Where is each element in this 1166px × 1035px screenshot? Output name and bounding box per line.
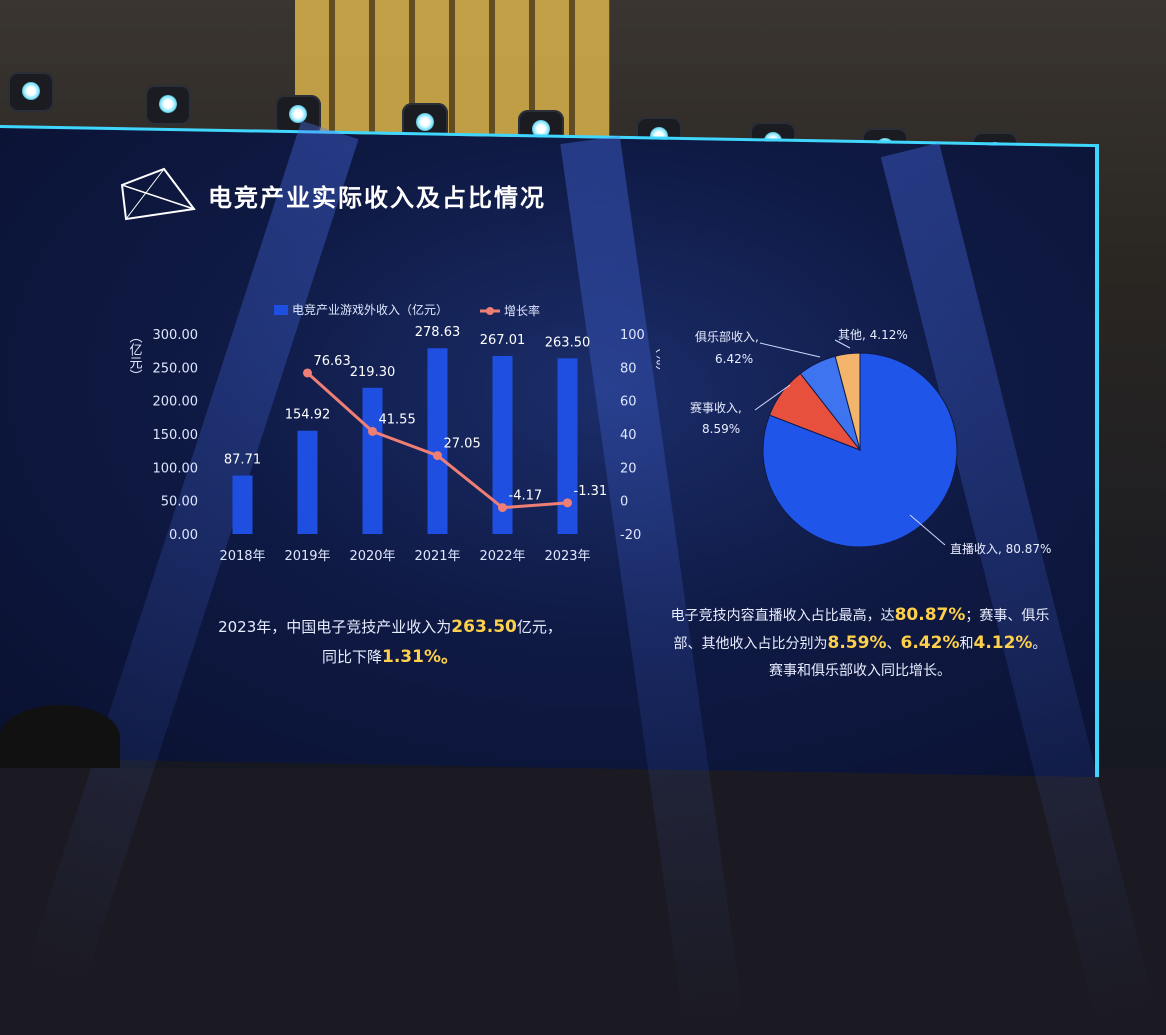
y2-tick-label: 0 bbox=[620, 495, 628, 510]
bar-value-label: 219.30 bbox=[350, 365, 396, 380]
growth-rate-point bbox=[498, 503, 507, 513]
bar bbox=[492, 355, 513, 534]
y-axis-label: （亿元） bbox=[127, 330, 143, 382]
caption-text: 同比下降 bbox=[322, 648, 383, 666]
y-tick-label: 0.00 bbox=[169, 528, 198, 543]
growth-rate-label: -4.17 bbox=[509, 489, 543, 504]
caption-text: 赛事和俱乐部收入同比增长。 bbox=[769, 663, 951, 679]
caption-text: 、 bbox=[886, 636, 901, 652]
bar bbox=[362, 387, 383, 534]
bar-value-label: 278.63 bbox=[415, 325, 461, 340]
caption-highlight: 6.42% bbox=[900, 633, 960, 653]
bar-value-label: 87.71 bbox=[224, 453, 261, 468]
pie-label-event-name: 赛事收入, bbox=[690, 400, 742, 415]
caption-text: 电子竞技内容直播收入占比最高，达 bbox=[670, 608, 895, 624]
y-tick-label: 150.00 bbox=[153, 428, 199, 443]
bar-value-label: 267.01 bbox=[480, 333, 526, 348]
leader-line-event bbox=[754, 384, 791, 411]
x-tick-label: 2020年 bbox=[349, 549, 395, 564]
leader-line-club bbox=[759, 342, 821, 358]
left-caption: 2023年，中国电子竞技产业收入为263.50亿元， 同比下降1.31%。 bbox=[180, 612, 600, 672]
caption-highlight: 1.31%。 bbox=[382, 647, 458, 667]
stage-light bbox=[8, 72, 54, 112]
caption-text: 。 bbox=[1032, 636, 1047, 652]
bar bbox=[557, 358, 578, 534]
x-tick-label: 2023年 bbox=[544, 549, 590, 564]
caption-text: ；赛事、俱乐 bbox=[965, 608, 1050, 624]
legend-line-marker bbox=[486, 307, 494, 315]
pie-label-other: 其他, 4.12% bbox=[838, 328, 908, 342]
y2-tick-label: 40 bbox=[620, 428, 637, 443]
y2-tick-label: 80 bbox=[620, 361, 637, 376]
right-caption-line-2: 部、其他收入占比分别为8.59%、6.42%和4.12%。 bbox=[665, 630, 1055, 658]
growth-rate-point bbox=[303, 368, 312, 378]
bar bbox=[297, 430, 318, 534]
bar-value-label: 263.50 bbox=[545, 335, 591, 350]
caption-text: 亿元， bbox=[516, 618, 562, 636]
caption-text: 2023年，中国电子竞技产业收入为 bbox=[218, 618, 452, 636]
growth-rate-point bbox=[433, 451, 442, 461]
right-caption-line-1: 电子竞技内容直播收入占比最高，达80.87%；赛事、俱乐 bbox=[665, 602, 1055, 630]
audience-head bbox=[0, 705, 120, 768]
growth-rate-label: 27.05 bbox=[444, 437, 481, 452]
legend-bar-swatch bbox=[274, 305, 288, 315]
stage-light bbox=[145, 85, 191, 125]
growth-rate-label: 76.63 bbox=[314, 354, 351, 369]
y2-tick-label: 60 bbox=[620, 395, 637, 410]
right-caption: 电子竞技内容直播收入占比最高，达80.87%；赛事、俱乐 部、其他收入占比分别为… bbox=[665, 602, 1055, 685]
left-caption-line-2: 同比下降1.31%。 bbox=[180, 642, 600, 672]
pie-slice bbox=[834, 352, 861, 451]
pie-label-club-value: 6.42% bbox=[715, 352, 753, 366]
stage-light bbox=[275, 95, 321, 135]
bar bbox=[427, 348, 448, 534]
y-tick-label: 250.00 bbox=[153, 361, 199, 376]
caption-text: 和 bbox=[959, 636, 974, 652]
y-tick-label: 100.00 bbox=[153, 461, 199, 476]
growth-rate-label: -1.31 bbox=[574, 484, 608, 499]
caption-highlight: 80.87% bbox=[894, 605, 966, 625]
caption-text: 部、其他收入占比分别为 bbox=[673, 636, 828, 652]
leader-line-live bbox=[909, 514, 946, 546]
right-caption-line-3: 赛事和俱乐部收入同比增长。 bbox=[665, 658, 1055, 685]
growth-rate-point bbox=[563, 498, 572, 508]
x-tick-label: 2022年 bbox=[479, 549, 525, 564]
pie-label-club-name: 俱乐部收入, bbox=[695, 329, 759, 344]
bar bbox=[232, 475, 253, 534]
x-tick-label: 2018年 bbox=[219, 549, 265, 564]
revenue-share-pie-chart: 其他, 4.12% 俱乐部收入, 6.42% 赛事收入, 8.59% 直播收入,… bbox=[690, 328, 1051, 556]
caption-highlight: 4.12% bbox=[973, 633, 1033, 653]
y2-tick-label: 20 bbox=[620, 461, 637, 476]
x-tick-label: 2019年 bbox=[284, 549, 330, 564]
pie-label-live: 直播收入, 80.87% bbox=[950, 542, 1051, 556]
growth-rate-label: 41.55 bbox=[379, 412, 416, 427]
slide-title: 电竞产业实际收入及占比情况 bbox=[208, 184, 546, 212]
y-tick-label: 200.00 bbox=[153, 395, 199, 410]
y-tick-label: 50.00 bbox=[161, 495, 198, 510]
caption-highlight: 263.50 bbox=[451, 617, 517, 637]
legend-line-label: 增长率 bbox=[504, 303, 540, 318]
y2-tick-label: -20 bbox=[620, 528, 641, 543]
x-tick-label: 2021年 bbox=[414, 549, 460, 564]
left-caption-line-1: 2023年，中国电子竞技产业收入为263.50亿元， bbox=[180, 612, 600, 642]
y2-axis-label: （%） bbox=[653, 340, 661, 378]
legend-bar-label: 电竞产业游戏外收入（亿元） bbox=[292, 302, 448, 317]
revenue-growth-chart: 电竞产业游戏外收入（亿元） 增长率 （亿元） （%） 300.00 250.00 2… bbox=[127, 302, 661, 564]
pie-label-event-value: 8.59% bbox=[702, 422, 740, 436]
leader-line-other bbox=[834, 339, 851, 349]
triangle-logo-icon bbox=[120, 167, 196, 221]
caption-highlight: 8.59% bbox=[827, 633, 887, 653]
bar-value-label: 154.92 bbox=[285, 408, 331, 423]
growth-rate-point bbox=[368, 426, 377, 436]
y-tick-label: 300.00 bbox=[153, 328, 199, 343]
y2-tick-label: 100 bbox=[620, 328, 645, 343]
